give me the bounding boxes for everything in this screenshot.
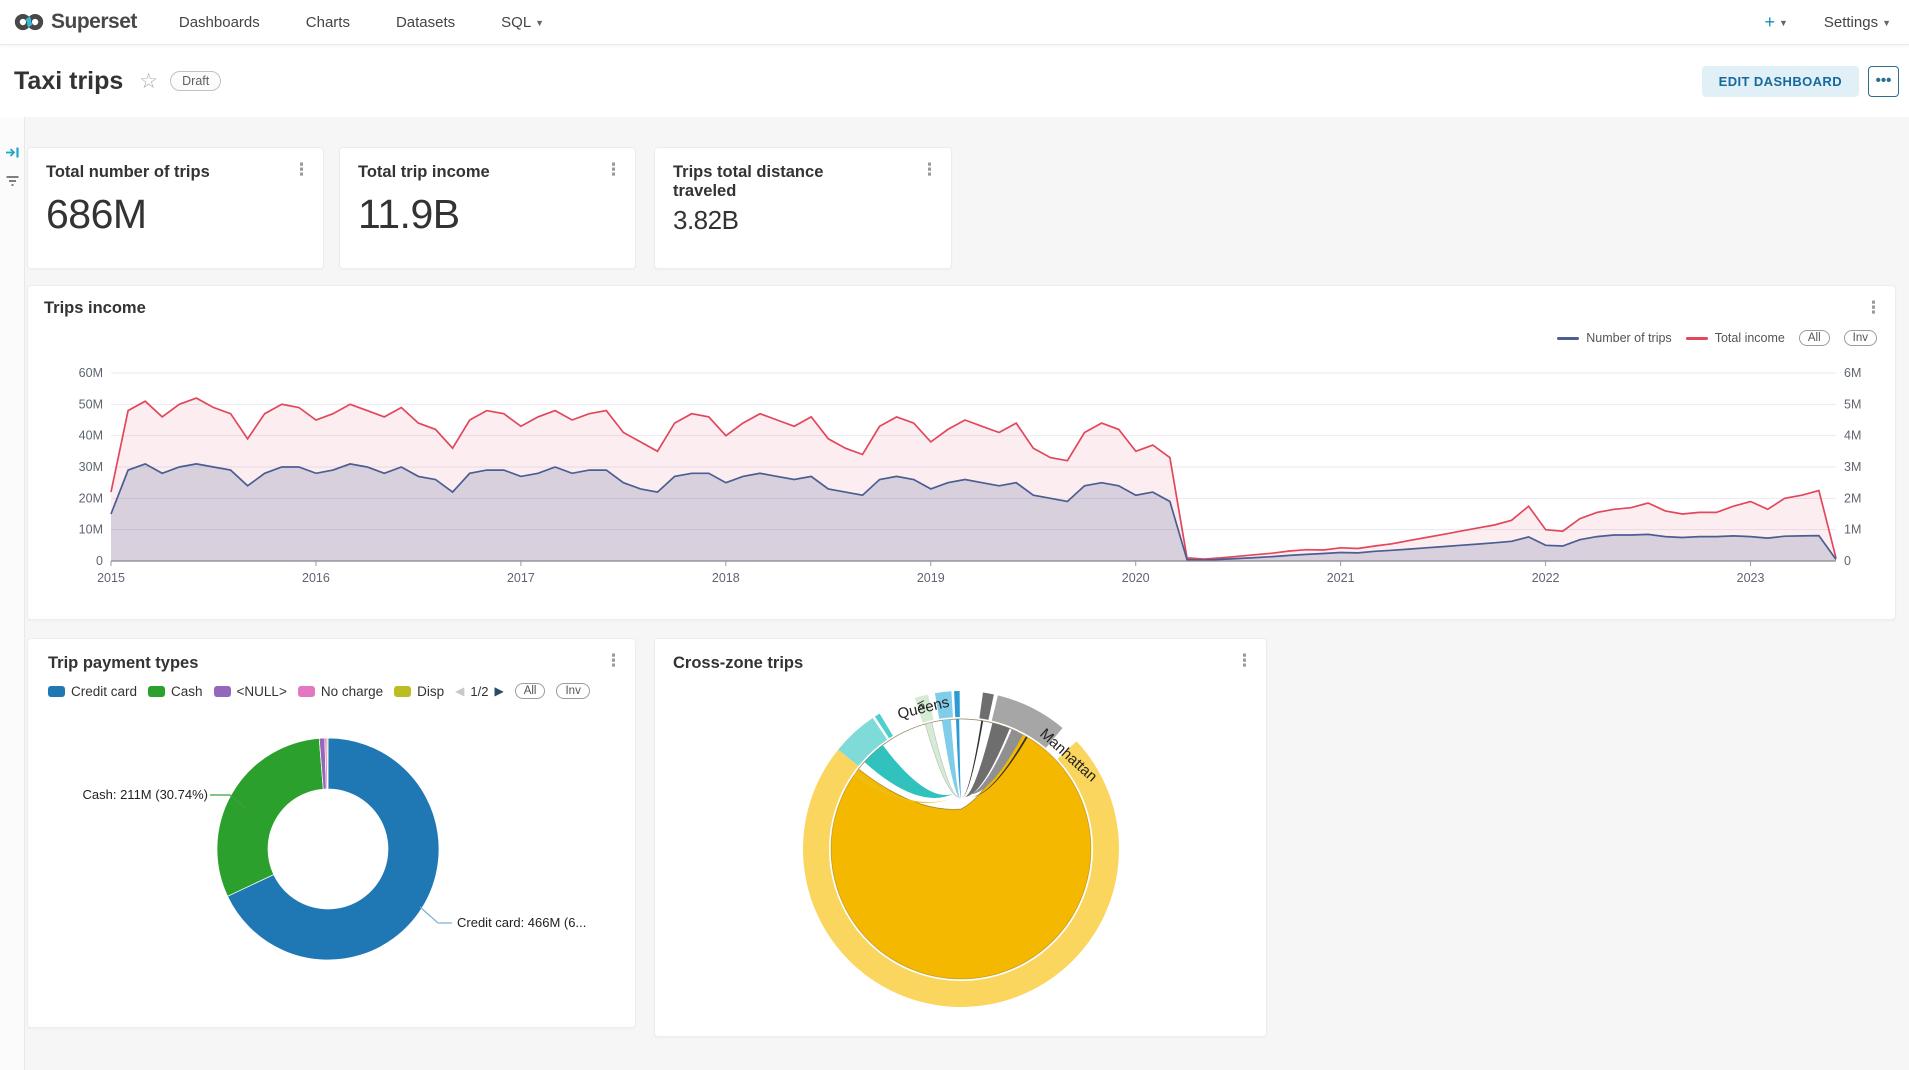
top-nav-bar: Superset Dashboards Charts Datasets SQL ▼… (0, 0, 1909, 45)
metric-title: Trips total distance traveled (673, 163, 824, 200)
add-new-button[interactable]: + ▼ (1764, 11, 1788, 32)
kebab-menu-icon[interactable]: ⋮ (1865, 298, 1882, 317)
kebab-menu-icon[interactable]: ⋮ (293, 160, 310, 179)
infinity-logo-icon (14, 13, 44, 31)
svg-text:0: 0 (96, 554, 103, 568)
legend-all-button[interactable]: All (514, 683, 546, 699)
legend-item-credit-card[interactable]: Credit card (48, 684, 137, 699)
metric-card-total-trips: Total number of trips ⋮ 686M (27, 147, 324, 269)
metric-card-total-distance: Trips total distance traveled ⋮ 3.82B (654, 147, 952, 269)
legend-pager: ◀ 1/2 ▶ (455, 684, 504, 699)
svg-text:2020: 2020 (1122, 571, 1150, 585)
chart-title: Cross-zone trips (673, 654, 804, 672)
metric-value: 11.9B (358, 191, 460, 237)
nav-menu: Dashboards Charts Datasets SQL ▼ (179, 14, 544, 31)
line-swatch (1557, 337, 1580, 341)
svg-text:6M: 6M (1844, 366, 1861, 380)
color-swatch (48, 686, 65, 698)
svg-text:2019: 2019 (917, 571, 945, 585)
svg-text:4M: 4M (1844, 429, 1861, 443)
brand-name: Superset (51, 10, 137, 33)
legend-item-number-of-trips[interactable]: Number of trips (1557, 331, 1672, 345)
trips-income-chart-card: Trips income ⋮ Number of trips Total inc… (27, 285, 1896, 620)
nav-item-sql[interactable]: SQL ▼ (501, 13, 545, 31)
pie-label-credit-card: Credit card: 466M (6... (457, 915, 587, 930)
metric-title: Total trip income (358, 163, 490, 181)
svg-text:0: 0 (1844, 554, 1851, 568)
kebab-menu-icon[interactable]: ⋮ (605, 160, 622, 179)
legend-item-dispute[interactable]: Disp (394, 684, 444, 699)
color-swatch (394, 686, 412, 698)
svg-text:2021: 2021 (1327, 571, 1355, 585)
settings-menu[interactable]: Settings ▼ (1823, 13, 1891, 31)
svg-text:2018: 2018 (712, 571, 740, 585)
kebab-menu-icon[interactable]: ⋮ (605, 651, 622, 670)
metric-value: 686M (46, 191, 147, 237)
chevron-down-icon: ▼ (1778, 17, 1788, 28)
color-swatch (213, 686, 231, 698)
svg-text:20M: 20M (79, 491, 103, 505)
svg-text:5M: 5M (1844, 397, 1861, 411)
svg-text:50M: 50M (79, 397, 103, 411)
nav-item-charts[interactable]: Charts (305, 13, 350, 31)
svg-text:2016: 2016 (302, 571, 330, 585)
chart-title: Trip payment types (48, 654, 199, 672)
legend-item-total-income[interactable]: Total income (1685, 331, 1785, 345)
filter-bar-collapsed (0, 117, 25, 1070)
chart-title: Trips income (44, 299, 146, 317)
pager-prev-icon[interactable]: ◀ (455, 684, 465, 698)
pie-label-cash: Cash: 211M (30.74%) (82, 787, 209, 802)
kebab-menu-icon[interactable]: ⋮ (1236, 651, 1253, 670)
svg-text:3M: 3M (1844, 460, 1861, 474)
metric-title: Total number of trips (46, 163, 210, 181)
legend-item-no-charge[interactable]: No charge (297, 684, 383, 699)
svg-text:60M: 60M (79, 366, 103, 380)
payment-types-donut-chart[interactable] (28, 699, 637, 1029)
edit-dashboard-button[interactable]: EDIT DASHBOARD (1701, 65, 1859, 97)
trips-income-area-chart[interactable]: 0 0 10M 1M 20M 2M 30M 3M 40M 4M 50M 5M 60M 6M 2015 2016… (28, 286, 1897, 621)
legend-item-null[interactable]: <NULL> (213, 684, 287, 699)
pager-next-icon[interactable]: ▶ (494, 684, 504, 698)
draft-status-badge: Draft (170, 71, 222, 91)
filter-icon[interactable] (5, 173, 20, 188)
legend-inv-button[interactable]: Inv (556, 683, 590, 699)
favorite-star-icon[interactable]: ☆ (139, 69, 159, 93)
dashboard-header: Taxi trips ☆ Draft EDIT DASHBOARD ••• (0, 45, 1909, 117)
legend-item-cash[interactable]: Cash (148, 684, 203, 699)
svg-text:2022: 2022 (1532, 571, 1560, 585)
metric-value: 3.82B (673, 205, 739, 235)
trip-payment-types-card: Trip payment types ⋮ Credit card Cash <N… (27, 638, 636, 1028)
dashboard-content: Total number of trips ⋮ 686M Total trip … (0, 117, 1909, 1070)
color-swatch (297, 686, 315, 698)
pager-page-indicator: 1/2 (470, 683, 489, 699)
superset-logo[interactable]: Superset (14, 10, 137, 34)
pie-chart-legend: Credit card Cash <NULL> No charge Disp ◀… (48, 683, 623, 699)
svg-text:40M: 40M (79, 429, 103, 443)
svg-text:2023: 2023 (1737, 571, 1765, 585)
svg-text:1M: 1M (1844, 523, 1861, 537)
nav-item-datasets[interactable]: Datasets (395, 13, 456, 31)
more-options-button[interactable]: ••• (1868, 65, 1899, 97)
svg-text:2M: 2M (1844, 491, 1861, 505)
page-title: Taxi trips (14, 66, 124, 95)
cross-zone-trips-card: Cross-zone trips ⋮ Queens le Manhattan (654, 638, 1267, 1037)
metric-card-trip-income: Total trip income ⋮ 11.9B (339, 147, 636, 269)
expand-filter-bar-icon[interactable] (5, 145, 20, 160)
kebab-menu-icon[interactable]: ⋮ (921, 160, 938, 179)
legend-all-button[interactable]: All (1798, 330, 1830, 346)
chevron-down-icon: ▼ (535, 17, 545, 28)
nav-item-dashboards[interactable]: Dashboards (178, 13, 260, 31)
svg-text:30M: 30M (79, 460, 103, 474)
svg-text:2015: 2015 (97, 571, 125, 585)
svg-text:10M: 10M (79, 523, 103, 537)
color-swatch (148, 686, 166, 698)
nav-right: + ▼ Settings ▼ (1764, 12, 1891, 33)
header-actions: EDIT DASHBOARD ••• (1701, 65, 1899, 97)
chevron-down-icon: ▼ (1882, 17, 1891, 28)
line-chart-legend: Number of trips Total income All Inv (1557, 330, 1877, 346)
line-swatch (1685, 337, 1708, 341)
legend-inv-button[interactable]: Inv (1843, 330, 1877, 346)
svg-text:2017: 2017 (507, 571, 535, 585)
